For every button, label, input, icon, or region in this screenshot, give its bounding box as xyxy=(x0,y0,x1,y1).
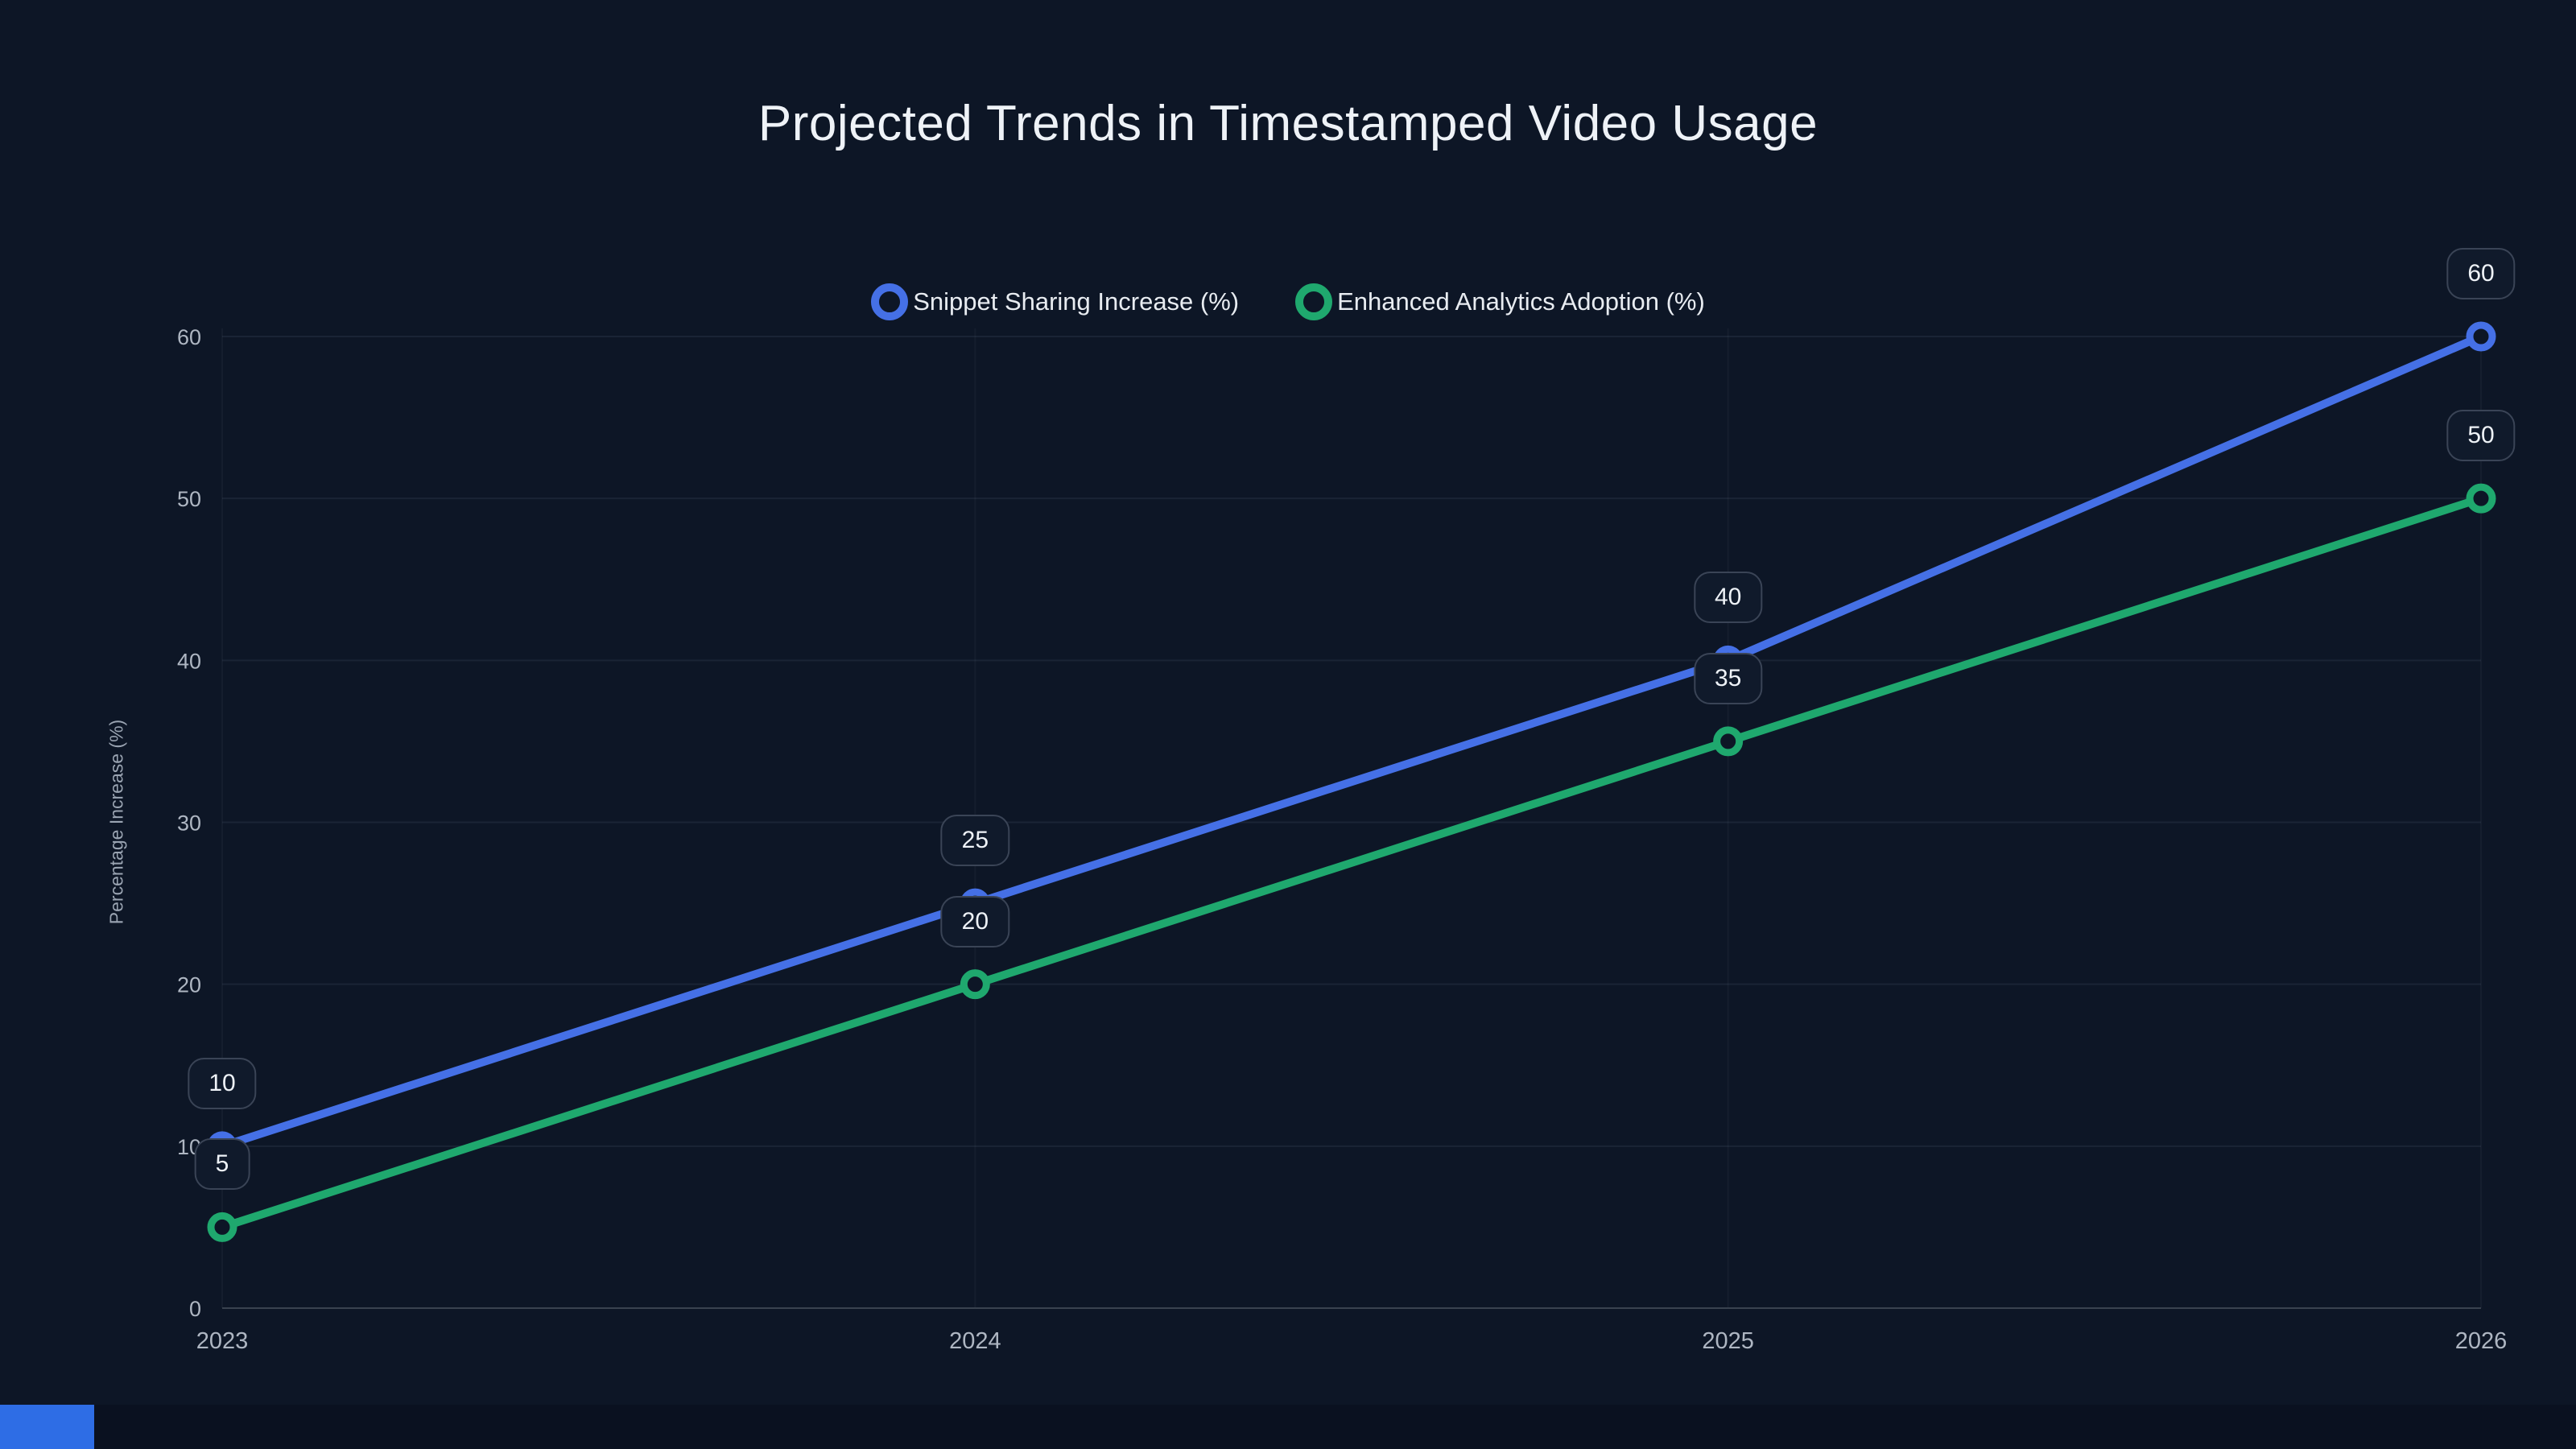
svg-text:2024: 2024 xyxy=(949,1328,1001,1354)
legend-marker-icon xyxy=(871,283,909,320)
svg-text:2025: 2025 xyxy=(1702,1328,1754,1354)
svg-text:10: 10 xyxy=(177,1135,201,1159)
svg-text:20: 20 xyxy=(177,973,201,997)
footer-bar xyxy=(0,1405,2576,1449)
legend-label: Enhanced Analytics Adoption (%) xyxy=(1337,287,1705,316)
legend-item-snippet-sharing[interactable]: Snippet Sharing Increase (%) xyxy=(871,283,1239,320)
legend-item-analytics-adoption[interactable]: Enhanced Analytics Adoption (%) xyxy=(1295,283,1705,320)
legend-label: Snippet Sharing Increase (%) xyxy=(913,287,1240,316)
svg-text:30: 30 xyxy=(177,811,201,836)
legend-marker-icon xyxy=(1295,283,1333,320)
chart-legend: Snippet Sharing Increase (%) Enhanced An… xyxy=(0,283,2576,320)
footer-accent-block xyxy=(0,1405,94,1449)
svg-text:0: 0 xyxy=(189,1297,201,1321)
svg-text:2023: 2023 xyxy=(196,1328,249,1354)
svg-text:50: 50 xyxy=(177,487,201,511)
svg-text:60: 60 xyxy=(177,325,201,349)
svg-text:2026: 2026 xyxy=(2455,1328,2508,1354)
svg-text:40: 40 xyxy=(177,649,201,673)
chart-title: Projected Trends in Timestamped Video Us… xyxy=(758,96,1818,151)
